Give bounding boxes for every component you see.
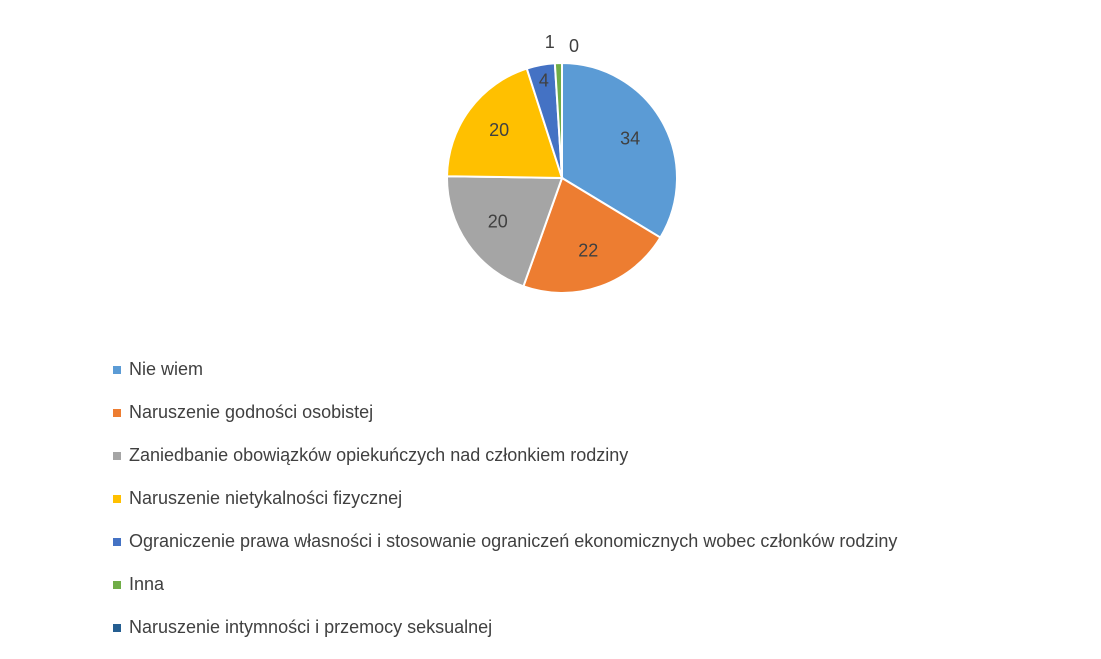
legend-label: Zaniedbanie obowiązków opiekuńczych nad … bbox=[129, 445, 628, 465]
legend-label: Inna bbox=[129, 574, 165, 594]
data-label: 22 bbox=[578, 240, 598, 260]
legend-label: Naruszenie intymności i przemocy seksual… bbox=[129, 617, 492, 637]
legend-swatch bbox=[113, 495, 121, 503]
legend-swatch bbox=[113, 538, 121, 546]
data-label: 20 bbox=[488, 211, 508, 231]
pie-slice bbox=[445, 67, 564, 180]
legend-label: Naruszenie godności osobistej bbox=[129, 402, 373, 422]
legend-label: Naruszenie nietykalności fizycznej bbox=[129, 488, 402, 508]
legend-swatch bbox=[113, 409, 121, 417]
legend-swatch bbox=[113, 581, 121, 589]
legend-label: Ograniczenie prawa własności i stosowani… bbox=[129, 531, 897, 551]
data-label: 0 bbox=[569, 36, 579, 56]
data-label: 34 bbox=[620, 128, 640, 148]
legend-swatch bbox=[113, 452, 121, 460]
legend-swatch bbox=[113, 366, 121, 374]
legend-swatch bbox=[113, 624, 121, 632]
data-label: 20 bbox=[489, 120, 509, 140]
legend-label: Nie wiem bbox=[129, 359, 203, 379]
pie-slice bbox=[446, 175, 564, 288]
data-label: 4 bbox=[539, 71, 549, 91]
data-label: 1 bbox=[545, 32, 555, 52]
pie-slice bbox=[522, 176, 662, 294]
pie-slice bbox=[561, 61, 678, 239]
